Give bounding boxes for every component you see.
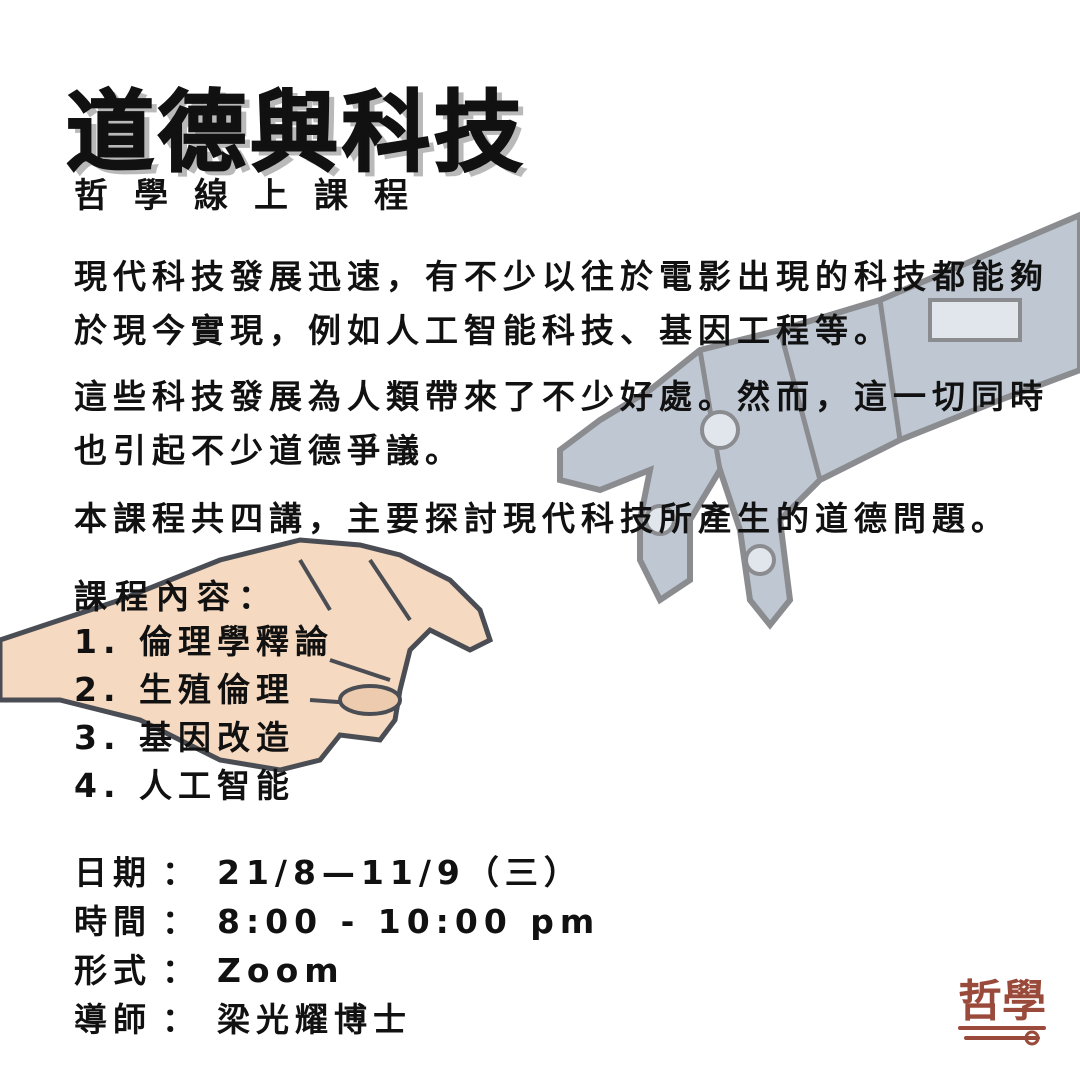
course-summary-paragraph: 本課程共四講，主要探討現代科技所產生的道德問題。 xyxy=(74,499,1010,538)
colon: ： xyxy=(162,951,201,990)
tutor-value: 梁光耀博士 xyxy=(217,1000,412,1039)
philosophy-seal-logo-icon: 哲學 xyxy=(958,976,1046,1046)
colon: ： xyxy=(162,902,201,941)
course-item: 4. 人工智能 xyxy=(74,766,295,805)
course-info: 日期 ： 21/8—11/9（三） 時間 ： 8:00 - 10:00 pm 形式 ： Zo… xyxy=(74,848,600,1044)
colon: ： xyxy=(162,1000,201,1039)
date-label: 日期 xyxy=(74,853,152,892)
date-value: 21/8—11/9（三） xyxy=(217,853,583,892)
course-content-heading: 課程內容： xyxy=(74,577,279,616)
human-hand-icon xyxy=(0,537,494,773)
format-row: 形式 ： Zoom xyxy=(74,946,600,995)
date-row: 日期 ： 21/8—11/9（三） xyxy=(74,848,600,897)
format-label: 形式 xyxy=(74,951,152,990)
format-value: Zoom xyxy=(217,951,345,990)
page-title: 道德與科技 xyxy=(65,79,527,185)
course-item: 1. 倫理學釋論 xyxy=(74,622,334,661)
time-row: 時間 ： 8:00 - 10:00 pm xyxy=(74,897,600,946)
course-item: 2. 生殖倫理 xyxy=(74,670,295,709)
logo-text: 哲學 xyxy=(958,976,1046,1027)
time-label: 時間 xyxy=(74,902,152,941)
intro-paragraph: 現代科技發展迅速，有不少以往於電影出現的科技都能夠於現今實現，例如人工智能科技、… xyxy=(74,257,1049,350)
tutor-label: 導師 xyxy=(74,1000,152,1039)
time-value: 8:00 - 10:00 pm xyxy=(217,902,601,941)
robot-hand-icon xyxy=(557,211,1080,630)
benefits-paragraph: 這些科技發展為人類帶來了不少好處。然而，這一切同時也引起不少道德爭議。 xyxy=(74,377,1049,470)
colon: ： xyxy=(162,853,201,892)
page-subtitle: 哲學線上課程 xyxy=(74,176,434,216)
course-item: 3. 基因改造 xyxy=(74,718,295,757)
tutor-row: 導師 ： 梁光耀博士 xyxy=(74,995,600,1044)
course-list: 1. 倫理學釋論 2. 生殖倫理 3. 基因改造 4. 人工智能 xyxy=(74,618,334,810)
